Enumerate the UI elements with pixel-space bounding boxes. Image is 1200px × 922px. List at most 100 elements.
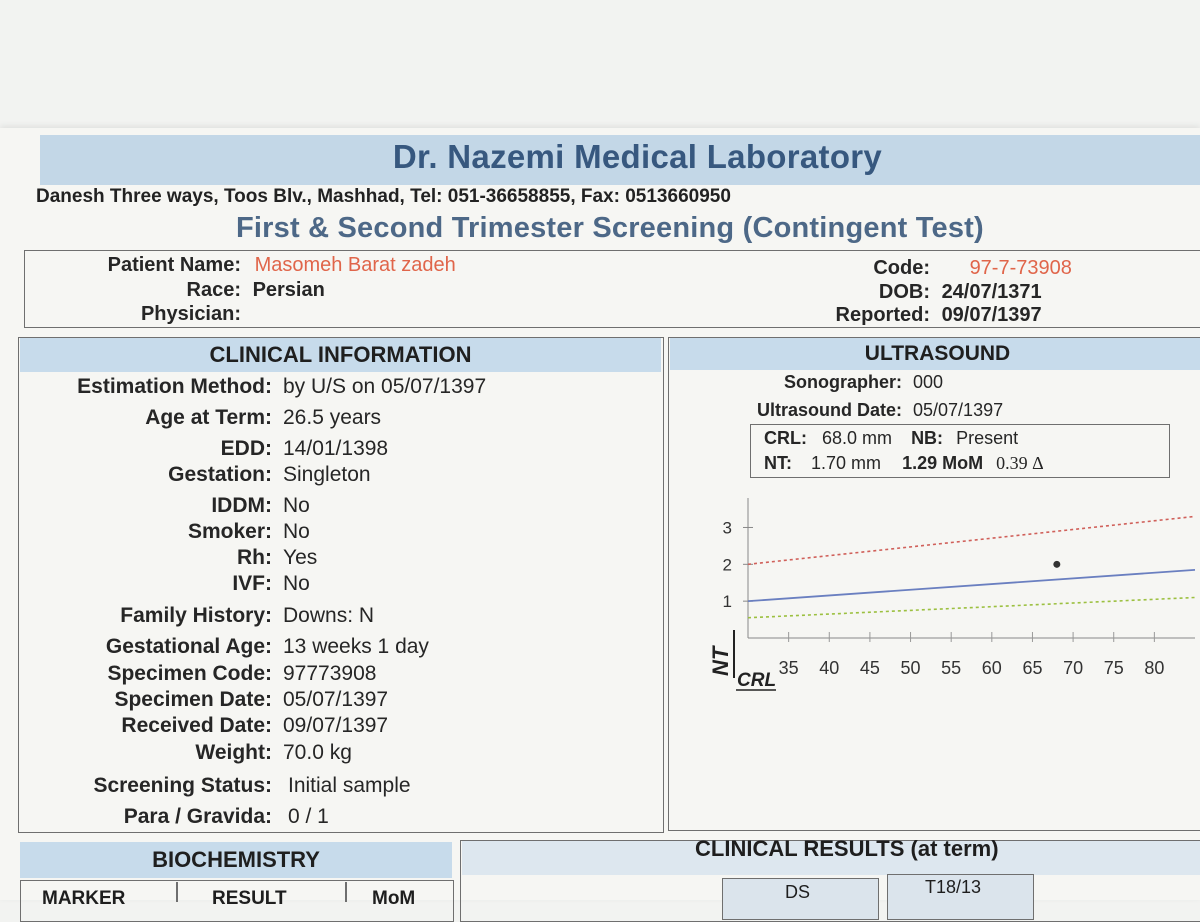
clinical-row-label: Weight: (195, 741, 272, 764)
x-tick-label: 55 (941, 658, 961, 678)
clinical-row-label: Specimen Code: (107, 662, 272, 685)
clinical-row-label: Received Date: (121, 714, 272, 737)
crl-label: CRL: (764, 428, 807, 448)
clinical-row-value: by U/S on 05/07/1397 (283, 375, 487, 398)
code-row: Code: 97-7-73908 (780, 257, 1072, 280)
clinical-info-box (18, 337, 664, 833)
x-tick-label: 50 (901, 658, 921, 678)
clinical-row-label: EDD: (220, 437, 272, 460)
clinical-row-value: 09/07/1397 (283, 714, 389, 737)
clinical-row-value: Yes (283, 546, 318, 569)
ultrasound-date-row: Ultrasound Date: 05/07/1397 (668, 400, 1003, 421)
y-axis-label: NT (708, 645, 733, 676)
sonographer-label: Sonographer: (783, 372, 902, 392)
lab-name: Dr. Nazemi Medical Laboratory (392, 138, 883, 175)
clinical-row-value: No (283, 494, 310, 517)
biochemistry-header: BIOCHEMISTRY (20, 842, 452, 878)
clinical-row-label: Para / Gravida: (123, 805, 272, 828)
nb-label: NB: (911, 428, 944, 448)
ultrasound-date-value: 05/07/1397 (913, 400, 1004, 420)
clinical-row-label: Gestation: (168, 463, 272, 486)
clinical-results-band (462, 841, 1200, 875)
sonographer-row: Sonographer: 000 (668, 372, 943, 393)
x-tick-label: 60 (982, 658, 1002, 678)
nt-delta: 0.39 Δ (996, 453, 1044, 473)
measurements-box (750, 424, 1170, 478)
data-point (1053, 560, 1061, 568)
clinical-row-value: Singleton (283, 463, 371, 486)
code-value: 97-7-73908 (969, 257, 1072, 279)
crl-row: CRL: 68.0 mm NB: Present (764, 428, 1018, 449)
clinical-row-value: Initial sample (288, 774, 411, 797)
biochemistry-col-divider (345, 882, 347, 902)
x-tick-label: 75 (1104, 658, 1124, 678)
biochem-col-marker: MARKER (42, 888, 126, 909)
series-line (747, 568, 1196, 603)
race-label: Race: (186, 279, 241, 301)
clinical-row-label: Family History: (120, 604, 272, 627)
clinical-row-value: Downs: N (283, 604, 375, 627)
race-row: Race: Persian (24, 279, 325, 302)
series-line (747, 515, 1196, 566)
physician-row: Physician: (24, 303, 241, 326)
clinical-row-value: 26.5 years (283, 406, 382, 429)
nt-value: 1.70 mm (811, 453, 882, 473)
x-tick-label: 35 (779, 658, 799, 678)
ds-column-label: DS (785, 882, 811, 902)
reported-value: 09/07/1397 (941, 304, 1042, 326)
title-band (40, 135, 1200, 185)
y-tick-label: 1 (723, 592, 732, 611)
nt-mom: 1.29 MoM (902, 453, 984, 473)
clinical-row-value: 05/07/1397 (283, 688, 389, 711)
report-paper (0, 128, 1200, 900)
race-value: Persian (252, 279, 325, 301)
x-tick-label: 70 (1063, 658, 1083, 678)
nb-value: Present (956, 428, 1019, 448)
physician-label: Physician: (140, 303, 241, 325)
reported-row: Reported: 09/07/1397 (780, 304, 1042, 327)
clinical-row-label: Specimen Date: (114, 688, 272, 711)
nt-row: NT: 1.70 mm 1.29 MoM 0.39 Δ (764, 453, 1044, 474)
biochem-col-result: RESULT (212, 888, 287, 909)
x-tick-label: 40 (819, 658, 839, 678)
clinical-row-value: 14/01/1398 (283, 437, 389, 460)
clinical-row-value: 13 weeks 1 day (283, 635, 429, 658)
ultrasound-box (668, 337, 1200, 831)
clinical-row-value: 97773908 (283, 662, 377, 685)
clinical-row-label: Gestational Age: (105, 635, 272, 658)
x-tick-label: 65 (1022, 658, 1042, 678)
biochem-col-mom: MoM (372, 888, 416, 909)
clinical-row-label: Screening Status: (93, 774, 272, 797)
ultrasound-date-label: Ultrasound Date: (756, 400, 902, 420)
patient-name: Masomeh Barat zadeh (254, 254, 456, 276)
test-title: First & Second Trimester Screening (Cont… (236, 212, 984, 244)
patient-box (24, 250, 1200, 328)
biochemistry-col-divider (176, 882, 178, 902)
sonographer-value: 000 (913, 372, 944, 392)
clinical-row-label: IDDM: (211, 494, 272, 517)
clinical-results-header: CLINICAL RESULTS (at term) (695, 836, 999, 861)
reported-label: Reported: (835, 304, 930, 326)
clinical-info-header: CLINICAL INFORMATION (20, 338, 661, 372)
clinical-row-label: Rh: (237, 546, 272, 569)
x-tick-label: 45 (860, 658, 880, 678)
clinical-row-label: Smoker: (187, 520, 272, 543)
patient-name-row: Patient Name: Masomeh Barat zadeh (24, 254, 456, 277)
nt-label: NT: (764, 453, 792, 473)
clinical-row-value: No (283, 520, 310, 543)
clinical-row-value: No (283, 572, 310, 595)
y-tick-label: 3 (723, 518, 732, 537)
dob-label: DOB: (878, 281, 930, 303)
ultrasound-header: ULTRASOUND (670, 338, 1200, 370)
clinical-row-value: 0 / 1 (288, 805, 329, 828)
y-tick-label: 2 (723, 555, 732, 574)
x-axis-label: CRL (737, 670, 776, 691)
clinical-row-value: 70.0 kg (283, 741, 352, 764)
t18-column-label: T18/13 (925, 877, 982, 897)
code-label: Code: (873, 257, 930, 279)
dob-value: 24/07/1371 (941, 281, 1042, 303)
clinical-row-label: Estimation Method: (77, 375, 272, 398)
clinical-row-label: IVF: (232, 572, 272, 595)
series-line (747, 596, 1196, 619)
